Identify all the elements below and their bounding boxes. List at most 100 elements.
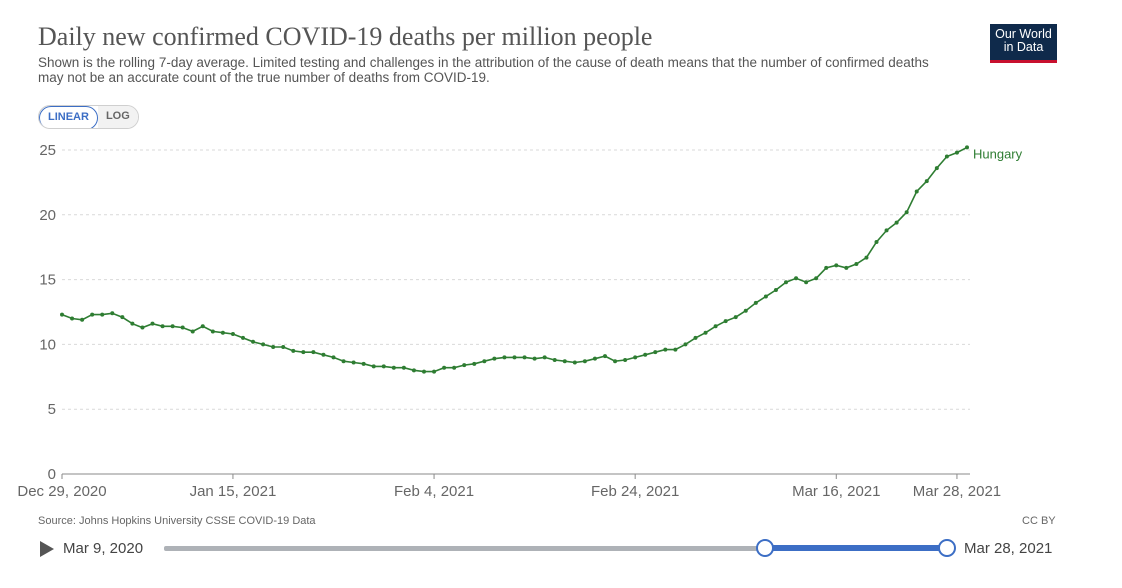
- data-point: [110, 311, 115, 316]
- data-point: [381, 364, 386, 369]
- data-point: [120, 315, 125, 320]
- log-scale-button[interactable]: LOG: [97, 106, 138, 128]
- data-point: [140, 325, 145, 330]
- data-point: [784, 280, 788, 285]
- x-axis-ticks: Dec 29, 2020 Jan 15, 2021 Feb 4, 2021 Feb 2…: [17, 474, 1001, 500]
- data-point: [703, 330, 708, 335]
- x-tick-label: Feb 4, 2021: [394, 483, 474, 500]
- data-point: [904, 210, 909, 215]
- data-point: [271, 344, 276, 349]
- y-tick-label: 5: [48, 401, 56, 418]
- data-point: [190, 329, 195, 334]
- x-tick-label: Dec 29, 2020: [17, 483, 106, 500]
- y-axis-ticks: 0 5 10 15 20 25: [39, 142, 56, 483]
- data-point: [261, 342, 266, 347]
- x-tick-label: Jan 15, 2021: [190, 483, 277, 500]
- data-point: [532, 356, 537, 361]
- y-tick-label: 15: [39, 272, 56, 289]
- timeline-start-handle[interactable]: [756, 539, 774, 557]
- data-point: [834, 263, 839, 268]
- y-tick-label: 25: [39, 142, 56, 159]
- y-tick-label: 20: [39, 207, 56, 224]
- data-point: [693, 335, 698, 340]
- data-point: [371, 364, 376, 369]
- scale-toggle: LINEAR LOG: [38, 105, 139, 129]
- timeline-selected-range: [765, 545, 946, 551]
- data-point: [884, 228, 889, 233]
- data-point: [844, 265, 849, 270]
- data-point: [291, 348, 296, 353]
- chart-subtitle: Shown is the rolling 7-day average. Limi…: [38, 55, 929, 85]
- data-point: [794, 276, 799, 281]
- data-point: [230, 332, 235, 337]
- data-point: [220, 330, 225, 335]
- data-point: [301, 350, 306, 355]
- data-point: [603, 354, 607, 359]
- timeline-end-label: Mar 28, 2021: [964, 540, 1053, 557]
- series-label: Hungary: [973, 146, 1023, 161]
- data-point: [733, 315, 738, 320]
- data-point: [442, 365, 447, 370]
- chart-title: Daily new confirmed COVID-19 deaths per …: [38, 22, 653, 51]
- series-line: [61, 146, 968, 373]
- data-point: [411, 368, 416, 373]
- play-icon[interactable]: [40, 541, 54, 557]
- line-chart: 0 5 10 15 20 25 Dec 29, 2020 Jan 15, 2021 Feb 4…: [17, 142, 1023, 500]
- data-point: [753, 300, 758, 305]
- data-point: [894, 220, 899, 225]
- linear-scale-button[interactable]: LINEAR: [39, 106, 98, 128]
- data-point: [542, 355, 547, 360]
- series-hungary: Hungary: [60, 145, 1023, 374]
- data-point: [572, 360, 577, 365]
- source-note: Source: Johns Hopkins University CSSE CO…: [38, 515, 316, 527]
- data-point: [351, 360, 356, 365]
- data-point: [944, 154, 949, 159]
- data-point: [874, 240, 879, 245]
- data-point: [80, 317, 85, 322]
- data-point: [743, 308, 748, 313]
- grid-lines: [62, 149, 970, 475]
- data-point: [864, 255, 869, 260]
- data-point: [130, 321, 135, 326]
- logo-line-1: Our World: [995, 27, 1052, 41]
- data-point: [70, 316, 75, 321]
- data-point: [100, 312, 105, 317]
- license-link[interactable]: CC BY: [1022, 515, 1056, 527]
- data-point: [924, 179, 929, 184]
- data-point: [663, 347, 668, 352]
- data-point: [804, 280, 809, 285]
- data-point: [653, 350, 658, 355]
- data-point: [311, 350, 316, 355]
- x-tick-label: Feb 24, 2021: [591, 483, 679, 500]
- data-point: [763, 294, 768, 299]
- timeline-end-handle[interactable]: [938, 539, 956, 557]
- data-point: [643, 352, 648, 357]
- data-point: [673, 347, 678, 352]
- owid-logo[interactable]: Our World in Data: [990, 24, 1057, 63]
- data-point: [522, 355, 527, 360]
- data-point: [180, 325, 185, 330]
- data-point: [773, 287, 778, 292]
- data-point: [592, 356, 597, 361]
- data-point: [502, 355, 507, 360]
- timeline-start-label: Mar 9, 2020: [63, 540, 144, 557]
- timeline: Mar 9, 2020 Mar 28, 2021: [0, 535, 1122, 563]
- data-point: [633, 355, 638, 360]
- data-point: [462, 363, 467, 368]
- logo-line-2: in Data: [1003, 40, 1044, 54]
- data-point: [150, 321, 155, 326]
- data-point: [401, 365, 406, 370]
- data-point: [582, 359, 587, 364]
- y-tick-label: 10: [39, 336, 56, 353]
- data-point: [723, 319, 728, 324]
- data-point: [623, 357, 628, 362]
- data-point: [361, 361, 366, 366]
- data-point: [512, 355, 517, 360]
- data-point: [613, 359, 618, 364]
- data-point: [432, 369, 437, 374]
- data-point: [854, 262, 859, 267]
- timeline-track[interactable]: [164, 546, 946, 551]
- data-point: [914, 189, 919, 194]
- data-point: [281, 344, 286, 349]
- data-point: [492, 356, 497, 361]
